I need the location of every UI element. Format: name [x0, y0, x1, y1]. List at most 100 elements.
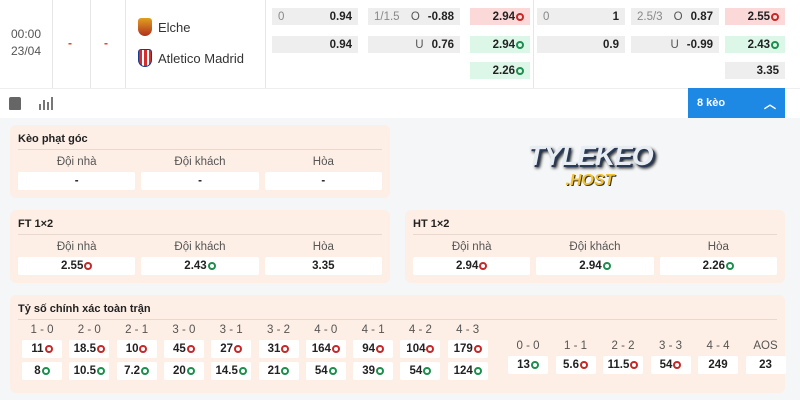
corner-panel: Kèo phạt góc Đội nhà Đội khách Hòa --- [10, 125, 390, 198]
score-column: 4 - 1 94 39 [353, 322, 394, 380]
ft-1x2-home[interactable]: 2.94 [470, 8, 530, 25]
ht-ou-under[interactable]: U -0.99 [631, 36, 719, 53]
match-time: 00:00 23/04 [10, 27, 42, 58]
arrow-down-icon [84, 261, 93, 270]
draw-score-column: 2 - 2 11.5 [603, 338, 643, 374]
draw-score-column: 0 - 0 13 [508, 338, 548, 374]
arrow-up-icon [516, 40, 524, 49]
score-away-odds[interactable]: 54 [305, 362, 346, 380]
ft12-home[interactable]: 2.55 [18, 257, 136, 275]
score-away-odds[interactable]: 7.2 [116, 362, 157, 380]
atletico-crest-icon [138, 49, 152, 67]
score-column: 2 - 1 10 7.2 [116, 322, 157, 380]
ft-1x2-away[interactable]: 2.94 [470, 36, 530, 53]
score-label: 1 - 1 [563, 340, 587, 352]
away-team[interactable]: Atletico Madrid [138, 49, 244, 67]
score-away-odds[interactable]: 14.5 [211, 362, 252, 380]
score-home-odds[interactable]: 45 [163, 340, 204, 358]
score-home-odds[interactable]: 31 [258, 340, 299, 358]
score-label: 3 - 1 [219, 324, 243, 336]
corner-title: Kèo phạt góc [18, 133, 382, 150]
score-home-odds[interactable]: 27 [211, 340, 252, 358]
score-home-odds[interactable]: 179 [447, 340, 488, 358]
ht12-draw[interactable]: 2.26 [659, 257, 777, 275]
score-column: 3 - 2 31 21 [258, 322, 299, 380]
score-away-odds[interactable]: 8 [22, 362, 62, 380]
ht12-away[interactable]: 2.94 [536, 257, 654, 275]
arrow-up-icon [516, 66, 524, 75]
score-column: 1 - 0 11 8 [22, 322, 62, 380]
arrow-down-icon [96, 344, 105, 353]
ht-1x2-away[interactable]: 2.43 [725, 36, 785, 53]
score-away-odds[interactable]: 54 [400, 362, 441, 380]
elche-crest-icon [138, 18, 152, 36]
stats-icon[interactable] [39, 96, 53, 110]
score-home-odds[interactable]: 94 [353, 340, 394, 358]
ht-hdp-away[interactable]: 0.9 [537, 36, 625, 53]
ft-ou-over[interactable]: 1/1.5 O -0.88 [368, 8, 460, 25]
score-label: 3 - 0 [172, 324, 196, 336]
draw-score-odds[interactable]: 13 [508, 356, 548, 374]
score-home-odds[interactable]: 18.5 [69, 340, 110, 358]
score-home-odds[interactable]: 11 [22, 340, 62, 358]
score-label: 4 - 4 [706, 340, 730, 352]
correct-score-title: Tỷ số chính xác toàn trận [18, 303, 777, 320]
corner-away[interactable]: - [141, 172, 259, 190]
score-away-odds[interactable]: 39 [353, 362, 394, 380]
score-column: 4 - 2 104 54 [400, 322, 441, 380]
draw-score-odds[interactable]: 5.6 [555, 356, 596, 374]
chevron-up-icon: ︿ [763, 96, 776, 111]
arrow-up-icon [423, 366, 432, 375]
ht-1x2-draw[interactable]: 3.35 [725, 62, 785, 79]
score-away-odds[interactable]: 20 [163, 362, 204, 380]
more-bets-button[interactable]: 8 kèo ︿ [688, 88, 785, 118]
arrow-up-icon [207, 261, 216, 270]
arrow-down-icon [331, 344, 340, 353]
ft-ou-under[interactable]: U 0.76 [368, 36, 460, 53]
score-home-odds[interactable]: 164 [305, 340, 346, 358]
arrow-up-icon [281, 366, 290, 375]
home-score: - [68, 36, 72, 50]
score-away-odds[interactable]: 21 [258, 362, 299, 380]
score-label: 2 - 1 [125, 324, 149, 336]
score-column: 4 - 3 179 124 [447, 322, 488, 380]
ft-hdp-home[interactable]: 0 0.94 [272, 8, 358, 25]
arrow-up-icon [726, 261, 735, 270]
away-score: - [104, 36, 108, 50]
ht12-home[interactable]: 2.94 [413, 257, 531, 275]
ft-hdp-away[interactable]: 0.94 [272, 36, 358, 53]
score-away-odds[interactable]: 10.5 [69, 362, 110, 380]
shirt-icon[interactable] [9, 97, 21, 110]
draw-score-odds[interactable]: 249 [698, 356, 738, 374]
draw-score-odds[interactable]: 54 [650, 356, 691, 374]
score-home-odds[interactable]: 10 [116, 340, 157, 358]
arrow-down-icon [479, 261, 488, 270]
score-away-odds[interactable]: 124 [447, 362, 488, 380]
ht-1x2-home[interactable]: 2.55 [725, 8, 785, 25]
corner-draw[interactable]: - [264, 172, 382, 190]
score-label: 4 - 0 [314, 324, 338, 336]
tylekeo-logo: TYLEKEO .HOST [527, 140, 653, 189]
score-label: 0 - 0 [516, 340, 540, 352]
score-home-odds[interactable]: 104 [400, 340, 441, 358]
corner-home[interactable]: - [18, 172, 136, 190]
score-label: 3 - 3 [658, 340, 682, 352]
ft12-away[interactable]: 2.43 [141, 257, 259, 275]
arrow-down-icon [281, 344, 290, 353]
draw-score-column: 3 - 3 54 [650, 338, 691, 374]
ft12-draw[interactable]: 3.35 [264, 257, 382, 275]
draw-score-odds[interactable]: 23 [745, 356, 786, 374]
ht-ou-over[interactable]: 2.5/3 O 0.87 [631, 8, 719, 25]
ft-1x2-draw[interactable]: 2.26 [470, 62, 530, 79]
draw-score-odds[interactable]: 11.5 [603, 356, 643, 374]
ft-1x2-panel: FT 1×2 Đội nhà Đội khách Hòa 2.55 2.43 3.35 [10, 210, 390, 283]
arrow-up-icon [602, 261, 611, 270]
arrow-up-icon [96, 366, 105, 375]
home-team[interactable]: Elche [138, 18, 191, 36]
score-label: 1 - 0 [30, 324, 54, 336]
draw-score-column: AOS 23 [745, 338, 786, 374]
score-label: 2 - 2 [611, 340, 635, 352]
arrow-down-icon [771, 12, 779, 21]
score-label: 3 - 2 [266, 324, 290, 336]
